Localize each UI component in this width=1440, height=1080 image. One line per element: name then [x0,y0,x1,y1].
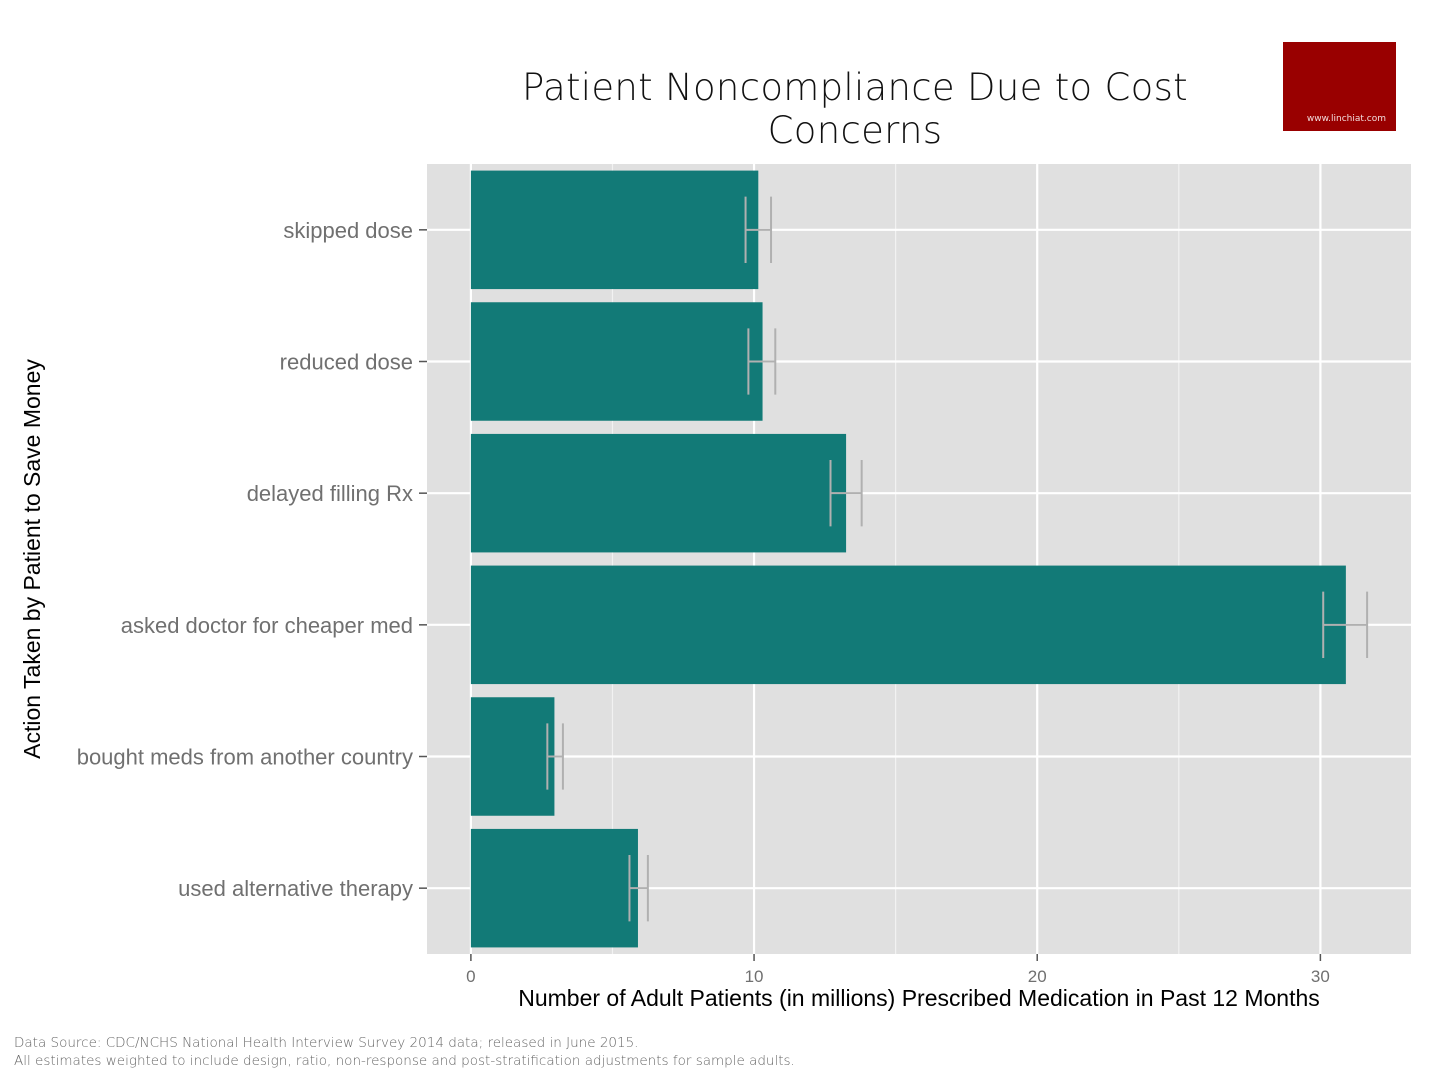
bar-reduced-dose [470,302,763,421]
plot-panel [427,164,1411,954]
y-tick-label: delayed filling Rx [247,481,413,506]
y-tick-label: skipped dose [283,218,413,243]
x-tick-label: 30 [1311,967,1330,986]
y-tick-label: asked doctor for cheaper med [121,613,413,638]
error-bar [747,328,777,395]
y-tick-label: bought meds from another country [77,745,413,770]
x-tick-label: 10 [745,967,764,986]
bar-skipped-dose [470,170,759,290]
x-tick-label: 0 [466,967,475,986]
brand-logo: www.linchiat.com [1283,42,1396,131]
bar-used-alternative-therapy [470,828,638,948]
y-tick-label: reduced dose [280,350,413,375]
footnote-weighting: All estimates weighted to include design… [14,1053,795,1069]
error-bar [1322,591,1369,659]
error-bar [546,723,564,790]
error-bar [744,196,773,264]
bar-delayed-filling-rx [470,433,847,553]
bar-bought-meds-from-another-country [470,697,555,816]
chart-title: Patient Noncompliance Due to Cost Concer… [522,66,1188,152]
footnote-source: Data Source: CDC/NCHS National Health In… [14,1035,639,1051]
y-tick-label: used alternative therapy [178,876,413,901]
y-axis-title: Action Taken by Patient to Save Money [19,359,45,759]
error-bar [829,459,863,527]
x-axis-title: Number of Adult Patients (in millions) P… [518,985,1320,1011]
bar-asked-doctor-for-cheaper-med [470,565,1346,685]
error-bar [628,854,649,922]
brand-site-text: www.linchiat.com [1306,114,1386,124]
x-tick-label: 20 [1028,967,1047,986]
